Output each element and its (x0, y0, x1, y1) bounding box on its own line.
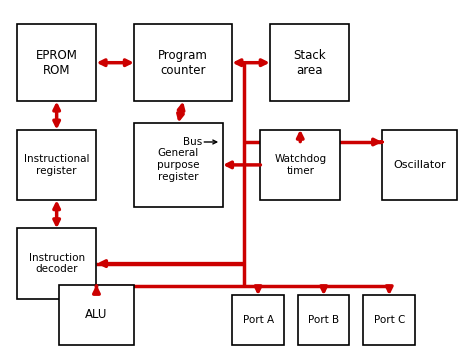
Text: Watchdog
timer: Watchdog timer (274, 154, 326, 176)
FancyBboxPatch shape (382, 130, 457, 200)
FancyBboxPatch shape (134, 122, 223, 207)
Text: ALU: ALU (85, 308, 108, 321)
Text: Port B: Port B (308, 315, 339, 325)
Text: Port C: Port C (374, 315, 405, 325)
FancyBboxPatch shape (260, 130, 340, 200)
FancyBboxPatch shape (364, 295, 415, 345)
Text: Program
counter: Program counter (158, 49, 208, 77)
Text: Instructional
register: Instructional register (24, 154, 90, 176)
FancyBboxPatch shape (270, 24, 349, 101)
FancyBboxPatch shape (298, 295, 349, 345)
FancyBboxPatch shape (17, 24, 97, 101)
Text: Bus: Bus (183, 137, 202, 147)
FancyBboxPatch shape (134, 24, 232, 101)
Text: Stack
area: Stack area (293, 49, 326, 77)
Text: Instruction
decoder: Instruction decoder (28, 253, 85, 274)
Text: General
purpose
register: General purpose register (157, 148, 200, 182)
FancyBboxPatch shape (232, 295, 284, 345)
FancyBboxPatch shape (17, 228, 97, 299)
FancyBboxPatch shape (59, 285, 134, 345)
FancyBboxPatch shape (17, 130, 97, 200)
Text: Port A: Port A (243, 315, 273, 325)
Text: Oscillator: Oscillator (393, 160, 446, 170)
Text: EPROM
ROM: EPROM ROM (36, 49, 78, 77)
